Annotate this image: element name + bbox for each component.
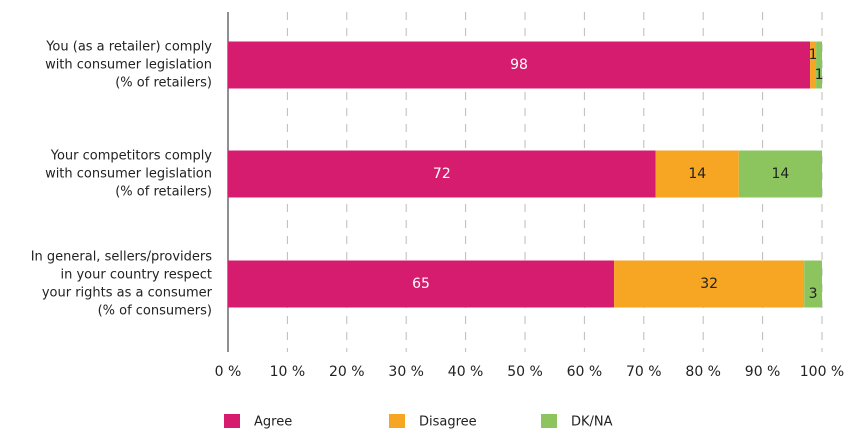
x-tick-label: 10 % <box>270 364 306 380</box>
data-label: 72 <box>433 166 451 182</box>
data-label: 14 <box>688 166 706 182</box>
x-tick-label: 20 % <box>329 364 365 380</box>
bar-segment <box>738 150 822 198</box>
data-label: 1 <box>809 47 818 63</box>
data-label: 1 <box>815 67 824 83</box>
x-tick-label: 50 % <box>507 364 543 380</box>
bar-segment <box>810 41 817 89</box>
category-label: (% of retailers) <box>115 185 212 200</box>
category-label: In general, sellers/providers <box>31 250 213 265</box>
category-label: (% of consumers) <box>98 304 212 319</box>
bar-segment <box>614 260 805 308</box>
x-tick-label: 70 % <box>626 364 662 380</box>
bar-segment <box>228 41 811 89</box>
legend-swatch <box>224 414 240 428</box>
category-label: Your competitors comply <box>50 149 213 164</box>
category-label: You (as a retailer) comply <box>45 40 212 55</box>
legend-label: Agree <box>254 415 292 430</box>
x-tick-label: 0 % <box>215 364 242 380</box>
category-label: in your country respect <box>60 268 212 283</box>
x-tick-label: 100 % <box>800 364 844 380</box>
data-label: 3 <box>809 286 818 302</box>
x-tick-label: 90 % <box>745 364 781 380</box>
bar-segment <box>228 150 656 198</box>
data-label: 98 <box>510 57 528 73</box>
bar-segment <box>228 260 615 308</box>
category-label: (% of retailers) <box>115 76 212 91</box>
data-label: 32 <box>700 276 718 292</box>
legend-swatch <box>541 414 557 428</box>
x-tick-label: 60 % <box>567 364 603 380</box>
category-label: with consumer legislation <box>45 167 212 182</box>
legend-swatch <box>389 414 405 428</box>
bar-segment <box>816 41 822 89</box>
bar-segment <box>655 150 739 198</box>
category-label: your rights as a consumer <box>42 286 213 301</box>
category-label: with consumer legislation <box>45 58 212 73</box>
bar-segment <box>804 260 822 308</box>
data-label: 65 <box>412 276 430 292</box>
data-label: 14 <box>772 166 790 182</box>
x-tick-label: 40 % <box>448 364 484 380</box>
legend-label: Disagree <box>419 415 477 430</box>
x-tick-label: 30 % <box>388 364 424 380</box>
legend-label: DK/NA <box>571 415 613 430</box>
x-tick-label: 80 % <box>685 364 721 380</box>
